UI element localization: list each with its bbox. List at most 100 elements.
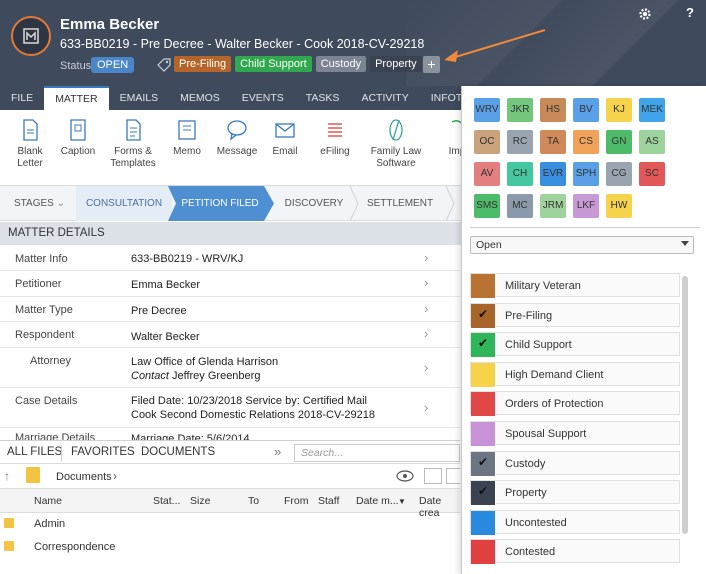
tab-emails[interactable]: EMAILS xyxy=(119,92,159,104)
staff-chip-ta[interactable]: TA xyxy=(540,130,566,154)
staff-chip-bv[interactable]: BV xyxy=(573,98,599,122)
blank-letter-button[interactable]: Blank Letter xyxy=(12,118,48,170)
detail-row-matter-type[interactable]: Matter Type Pre Decree › xyxy=(0,297,460,322)
tag-option-pre-filing[interactable]: ✔ Pre-Filing xyxy=(470,302,680,328)
staff-chip-jkr[interactable]: JKR xyxy=(507,98,533,122)
efiling-button[interactable]: eFiling xyxy=(318,118,352,158)
tab-tasks[interactable]: TASKS xyxy=(305,92,340,104)
staff-chip-lkf[interactable]: LKF xyxy=(573,194,599,218)
detail-row-petitioner[interactable]: Petitioner Emma Becker › xyxy=(0,271,460,297)
tag-option-military-veteran[interactable]: Military Veteran xyxy=(470,273,680,298)
stage-discovery[interactable]: DISCOVERY xyxy=(284,198,344,209)
add-tag-button[interactable]: + xyxy=(423,56,440,73)
detail-row-respondent[interactable]: Respondent Walter Becker › xyxy=(0,322,460,348)
tab-file[interactable]: FILE xyxy=(11,92,34,104)
staff-chip-as[interactable]: AS xyxy=(639,130,665,154)
staff-chip-sc[interactable]: SC xyxy=(639,162,665,186)
eye-icon[interactable] xyxy=(396,470,414,482)
tag-option-property[interactable]: ✔ Property xyxy=(470,480,680,506)
staff-chip-wrv[interactable]: WRV xyxy=(474,98,500,122)
tag-color-swatch[interactable] xyxy=(471,362,496,387)
col-status[interactable]: Stat... xyxy=(153,495,181,507)
tag-color-swatch[interactable] xyxy=(471,540,496,565)
staff-chip-mc[interactable]: MC xyxy=(507,194,533,218)
staff-chip-mek[interactable]: MEK xyxy=(639,98,665,122)
file-row[interactable]: Admin xyxy=(0,513,460,536)
caption-button[interactable]: Caption xyxy=(58,118,98,158)
tag-option-uncontested[interactable]: Uncontested xyxy=(470,509,680,535)
tab-favorites[interactable]: FAVORITES xyxy=(71,446,135,458)
tag-color-swatch[interactable]: ✔ xyxy=(471,303,496,328)
col-size[interactable]: Size xyxy=(190,495,211,507)
tag-option-child-support[interactable]: ✔ Child Support xyxy=(470,332,680,358)
staff-chip-gn[interactable]: GN xyxy=(606,130,632,154)
family-law-software-button[interactable]: Family Law Software xyxy=(368,118,424,170)
staff-chip-sph[interactable]: SPH xyxy=(573,162,599,186)
new-folder-icon[interactable] xyxy=(424,468,442,484)
help-button[interactable]: ? xyxy=(686,5,694,20)
staff-chip-hs[interactable]: HS xyxy=(540,98,566,122)
staff-chip-evr[interactable]: EVR xyxy=(540,162,566,186)
tag-option-custody[interactable]: ✔ Custody xyxy=(470,450,680,476)
tag-child-support[interactable]: Child Support xyxy=(235,56,312,72)
tag-color-swatch[interactable] xyxy=(471,392,496,417)
gear-icon[interactable] xyxy=(638,7,652,21)
stage-settlement[interactable]: SETTLEMENT xyxy=(366,198,434,209)
staff-chip-cg[interactable]: CG xyxy=(606,162,632,186)
staff-chip-hw[interactable]: HW xyxy=(606,194,632,218)
tag-color-swatch[interactable] xyxy=(471,274,496,298)
col-date-created[interactable]: Date crea xyxy=(419,495,442,519)
tag-option-high-demand-client[interactable]: High Demand Client xyxy=(470,361,680,387)
staff-chip-oc[interactable]: OC xyxy=(474,130,500,154)
col-from[interactable]: From xyxy=(284,495,309,507)
tab-documents[interactable]: DOCUMENTS xyxy=(141,446,216,458)
staff-chip-sms[interactable]: SMS xyxy=(474,194,500,218)
status-select[interactable]: Open xyxy=(470,236,694,254)
double-chevron-icon[interactable]: » xyxy=(274,444,282,459)
forms-templates-button[interactable]: Forms & Templates xyxy=(108,118,158,170)
detail-row-marriage[interactable]: Marriage Details Marriage Date: 5/6/2014 xyxy=(0,428,460,440)
staff-chip-kj[interactable]: KJ xyxy=(606,98,632,122)
tab-all-files[interactable]: ALL FILES xyxy=(7,446,63,458)
list-view-icon[interactable] xyxy=(446,468,460,484)
detail-row-matter-info[interactable]: Matter Info 633-BB0219 - WRV/KJ › xyxy=(0,246,460,271)
stage-consultation[interactable]: CONSULTATION xyxy=(76,186,172,221)
detail-row-case-details[interactable]: Case Details Filed Date: 10/23/2018 Serv… xyxy=(0,388,460,428)
up-arrow-icon[interactable]: ↑ xyxy=(4,469,10,483)
tab-events[interactable]: EVENTS xyxy=(241,92,284,104)
staff-chip-jrm[interactable]: JRM xyxy=(540,194,566,218)
stages-dropdown[interactable]: STAGES ⌄ xyxy=(0,186,76,221)
col-date-modified[interactable]: Date m... xyxy=(356,495,399,507)
panel-scrollbar[interactable] xyxy=(682,276,688,534)
tag-pre-filing[interactable]: Pre-Filing xyxy=(174,56,232,72)
message-button[interactable]: Message xyxy=(216,118,258,158)
tag-option-contested[interactable]: Contested xyxy=(470,539,680,565)
tag-option-orders-of-protection[interactable]: Orders of Protection xyxy=(470,391,680,417)
file-row[interactable]: Correspondence xyxy=(0,536,460,559)
tag-property[interactable]: Property xyxy=(370,56,422,72)
tag-color-swatch[interactable]: ✔ xyxy=(471,451,496,476)
tag-color-swatch[interactable] xyxy=(471,510,496,535)
tag-color-swatch[interactable] xyxy=(471,422,496,446)
tab-matter[interactable]: MATTER xyxy=(44,86,109,110)
col-staff[interactable]: Staff xyxy=(318,495,340,507)
memo-button[interactable]: Memo xyxy=(170,118,204,158)
tag-color-swatch[interactable]: ✔ xyxy=(471,333,496,358)
staff-chip-ch[interactable]: CH xyxy=(507,162,533,186)
sort-down-icon[interactable]: ▼ xyxy=(398,497,406,506)
staff-chip-cs[interactable]: CS xyxy=(573,130,599,154)
search-input[interactable]: Search... xyxy=(294,444,460,462)
detail-row-attorney[interactable]: Attorney Law Office of Glenda Harrison C… xyxy=(0,348,460,388)
chevron-right-icon[interactable]: › xyxy=(113,469,117,483)
breadcrumb-documents[interactable]: Documents xyxy=(56,471,112,483)
tab-memos[interactable]: MEMOS xyxy=(180,92,220,104)
tag-custody[interactable]: Custody xyxy=(315,56,367,72)
col-name[interactable]: Name xyxy=(34,495,63,507)
staff-chip-rc[interactable]: RC xyxy=(507,130,533,154)
email-button[interactable]: Email xyxy=(270,118,300,158)
tag-option-spousal-support[interactable]: Spousal Support xyxy=(470,421,680,446)
status-badge[interactable]: OPEN xyxy=(91,57,135,73)
tag-color-swatch[interactable]: ✔ xyxy=(471,481,496,506)
tab-activity[interactable]: ACTIVITY xyxy=(361,92,409,104)
staff-chip-av[interactable]: AV xyxy=(474,162,500,186)
